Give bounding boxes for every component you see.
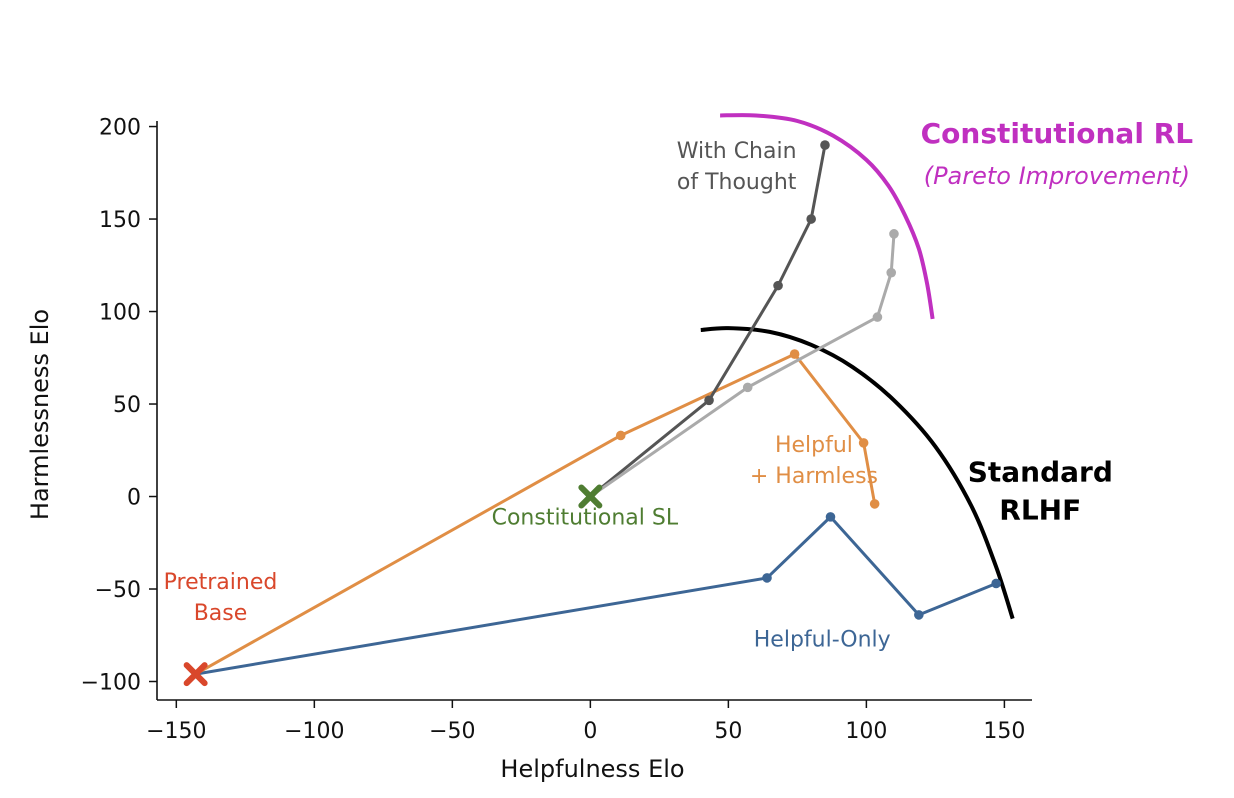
constitutional-rl-pareto-improvement-frontier	[720, 113, 935, 320]
x-tick-label: −50	[429, 719, 475, 744]
annotation-helpful-only: Helpful-Only	[754, 627, 891, 652]
with-chain-of-thought-point	[704, 395, 714, 406]
helpful-harmless-point	[858, 438, 869, 448]
axes: −150 −100 −50 0 50 100 150−100−50050100150200H…	[26, 116, 1032, 783]
annotation-line: Constitutional SL	[492, 505, 679, 530]
annotation-chain: With Chain of Thought	[677, 139, 797, 195]
series-lines	[194, 140, 1001, 676]
x-tick-label: 150	[983, 719, 1025, 744]
annotation-constitutional-sl: Constitutional SL	[492, 505, 679, 530]
annotation-line: + Harmless	[750, 464, 878, 489]
constitutional-sl-marker	[578, 484, 603, 509]
helpful-only-point	[762, 573, 772, 583]
y-tick-label: 150	[99, 208, 141, 233]
annotation-line: RLHF	[999, 494, 1081, 527]
x-tick-label: 50	[714, 719, 742, 744]
annotation-line: of Thought	[677, 170, 797, 195]
y-tick-label: 100	[99, 301, 141, 326]
with-chain-of-thought-point	[773, 280, 783, 291]
annotation-line: Standard	[968, 456, 1113, 489]
annotation-line: Helpful	[775, 433, 853, 458]
y-tick-label: 50	[113, 393, 141, 418]
standard-rlhf-frontier	[700, 326, 1015, 620]
y-axis-label: Harmlessness Elo	[26, 309, 54, 520]
frontier-curves	[700, 113, 1015, 620]
helpful-harmless-point	[869, 499, 880, 509]
with-chain-of-thought-point	[820, 140, 830, 150]
helpful-harmless-point	[789, 349, 800, 359]
annotation-line: Constitutional RL	[921, 117, 1194, 150]
x-tick-label: 0	[583, 719, 597, 744]
x-tick-label: 100	[845, 719, 887, 744]
series-point	[889, 229, 899, 239]
helpful-only-point	[991, 578, 1001, 589]
x-tick-label: −150	[146, 719, 206, 744]
with-chain-of-thought-point	[806, 214, 816, 224]
annotation-standard-rlhf: Standard RLHF	[968, 456, 1113, 527]
x-tick-label: −100	[284, 719, 344, 744]
annotation-line: (Pareto Improvement)	[924, 162, 1190, 190]
helpful-harmless-point	[615, 430, 626, 441]
annotation-pareto: (Pareto Improvement)	[924, 162, 1190, 190]
y-tick-label: 200	[99, 116, 141, 141]
special-markers	[183, 484, 603, 687]
y-tick-label: 0	[127, 486, 141, 511]
series-point	[886, 267, 897, 278]
annotation-pretrained-base: Pretrained Base	[164, 570, 278, 626]
annotation-line: Base	[194, 601, 248, 626]
series-point	[872, 312, 883, 322]
annotation-line: Helpful-Only	[754, 627, 891, 652]
pretrained-base-marker	[183, 662, 208, 687]
y-tick-label: −50	[95, 578, 141, 603]
x-axis-label: Helpfulness Elo	[500, 755, 684, 783]
annotation-line: Pretrained	[164, 570, 278, 595]
annotation-helpful-harmless: Helpful + Harmless	[750, 433, 878, 489]
y-tick-label: −100	[81, 671, 141, 696]
annotation-constitutional-rl: Constitutional RL	[921, 117, 1194, 150]
helpful-only-point	[914, 610, 924, 620]
helpful-only-point	[825, 512, 836, 522]
annotation-line: With Chain	[677, 139, 797, 164]
series-point	[742, 382, 753, 393]
